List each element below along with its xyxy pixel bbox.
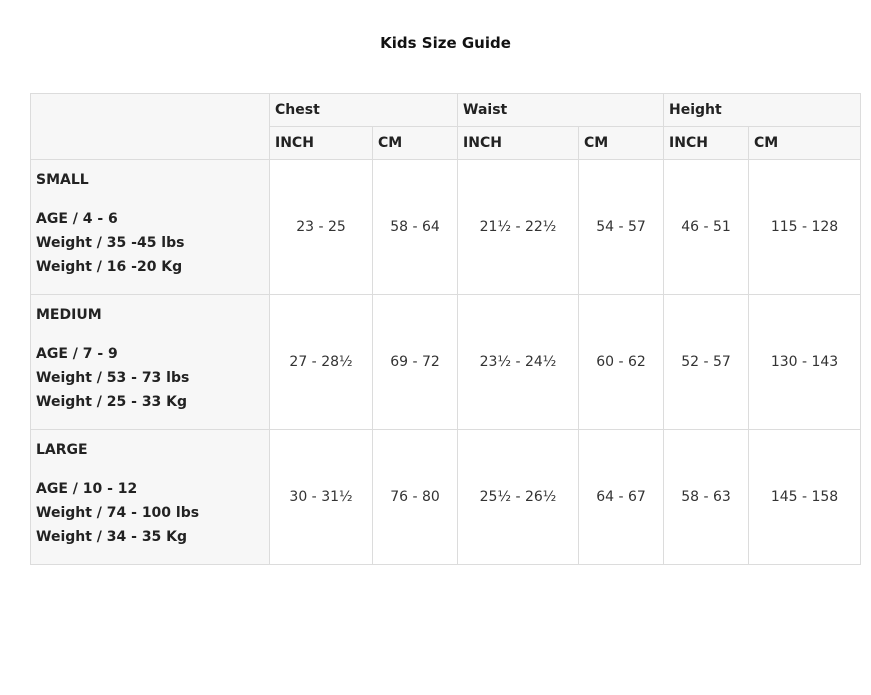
size-name: SMALL xyxy=(36,172,89,188)
measurement-cell: 25½ - 26½ xyxy=(457,429,580,565)
age-range: AGE / 7 - 9 xyxy=(36,346,118,362)
age-range: AGE / 10 - 12 xyxy=(36,481,138,497)
size-label-cell: MEDIUM AGE / 7 - 9 Weight / 53 - 73 lbs … xyxy=(30,294,270,430)
weight-kg: Weight / 34 - 35 Kg xyxy=(36,529,188,545)
size-guide-table: Chest Waist Height INCH CM INCH CM INCH … xyxy=(30,93,862,565)
unit-header: CM xyxy=(578,126,665,160)
unit-header: CM xyxy=(371,126,459,160)
measurement-cell: 46 - 51 xyxy=(663,159,750,295)
weight-lbs: Weight / 35 -45 lbs xyxy=(36,235,185,251)
weight-kg: Weight / 16 -20 Kg xyxy=(36,259,183,275)
header-chest: Chest xyxy=(268,93,459,127)
measurement-cell: 69 - 72 xyxy=(371,294,459,430)
size-name: LARGE xyxy=(36,442,88,458)
table-row: LARGE AGE / 10 - 12 Weight / 74 - 100 lb… xyxy=(30,429,862,565)
header-waist: Waist xyxy=(457,93,665,127)
table-row: SMALL AGE / 4 - 6 Weight / 35 -45 lbs We… xyxy=(30,159,862,295)
size-name: MEDIUM xyxy=(36,307,102,323)
size-label-cell: LARGE AGE / 10 - 12 Weight / 74 - 100 lb… xyxy=(30,429,270,565)
table-row: MEDIUM AGE / 7 - 9 Weight / 53 - 73 lbs … xyxy=(30,294,862,430)
measurement-cell: 52 - 57 xyxy=(663,294,750,430)
measurement-cell: 54 - 57 xyxy=(578,159,665,295)
corner-cell xyxy=(30,93,270,160)
measurement-cell: 76 - 80 xyxy=(371,429,459,565)
measurement-cell: 130 - 143 xyxy=(748,294,862,430)
measurement-cell: 145 - 158 xyxy=(748,429,862,565)
unit-header: INCH xyxy=(663,126,750,160)
size-label-cell: SMALL AGE / 4 - 6 Weight / 35 -45 lbs We… xyxy=(30,159,270,295)
weight-lbs: Weight / 74 - 100 lbs xyxy=(36,505,200,521)
unit-header: CM xyxy=(748,126,862,160)
measurement-cell: 21½ - 22½ xyxy=(457,159,580,295)
measurement-cell: 58 - 63 xyxy=(663,429,750,565)
measurement-cell: 58 - 64 xyxy=(371,159,459,295)
measurement-cell: 64 - 67 xyxy=(578,429,665,565)
measurement-cell: 27 - 28½ xyxy=(269,294,373,430)
measurement-cell: 115 - 128 xyxy=(748,159,862,295)
weight-lbs: Weight / 53 - 73 lbs xyxy=(36,370,190,386)
header-height: Height xyxy=(663,93,862,127)
weight-kg: Weight / 25 - 33 Kg xyxy=(36,394,188,410)
age-range: AGE / 4 - 6 xyxy=(36,211,118,227)
measurement-cell: 30 - 31½ xyxy=(269,429,373,565)
measurement-cell: 23½ - 24½ xyxy=(457,294,580,430)
unit-header-row: INCH CM INCH CM INCH CM xyxy=(31,126,862,160)
unit-header: INCH xyxy=(457,126,580,160)
page-title: Kids Size Guide xyxy=(380,34,511,52)
measurement-cell: 23 - 25 xyxy=(269,159,373,295)
measurement-cell: 60 - 62 xyxy=(578,294,665,430)
unit-header: INCH xyxy=(269,126,373,160)
group-header-row: Chest Waist Height xyxy=(30,93,862,160)
